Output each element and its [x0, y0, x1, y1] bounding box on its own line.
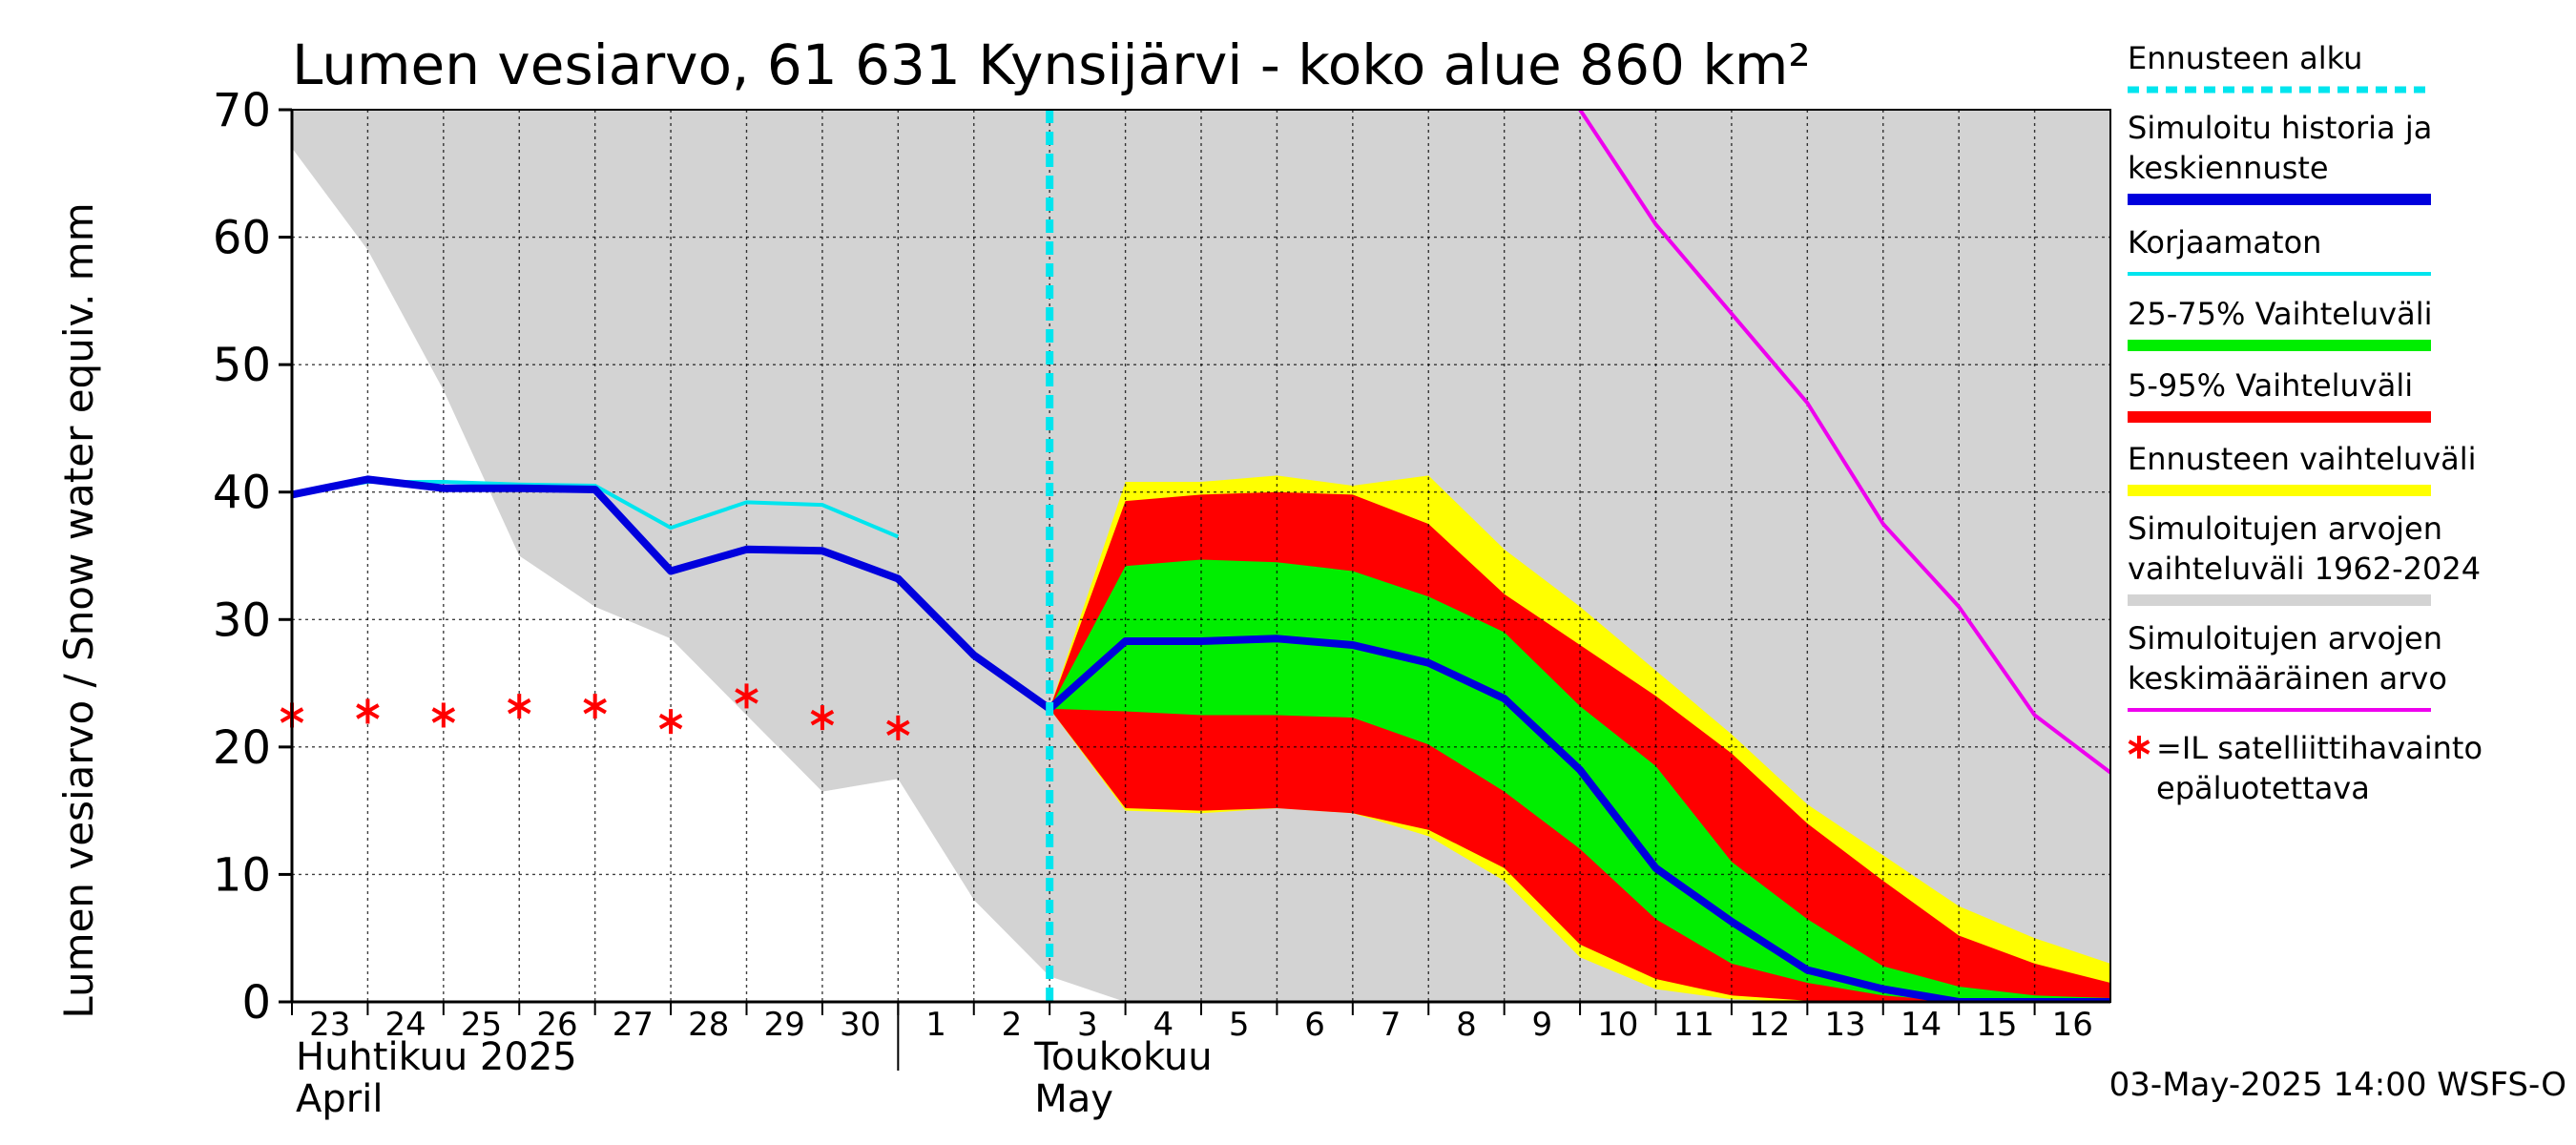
month-label-fi: Huhtikuu 2025 [296, 1035, 577, 1079]
x-tick-label: 9 [1532, 1006, 1553, 1044]
x-tick-label: 1 [925, 1006, 946, 1044]
satellite-point [810, 705, 835, 731]
month-label-en: April [296, 1077, 383, 1121]
y-tick-label: 0 [241, 976, 271, 1030]
legend-star-icon [2128, 736, 2150, 759]
x-tick-label: 30 [840, 1006, 881, 1044]
x-tick-label: 8 [1456, 1006, 1477, 1044]
x-tick-label: 15 [1976, 1006, 2017, 1044]
legend: Ennusteen alku Simuloitu historia ja keski… [2128, 40, 2483, 806]
legend-label: Korjaamaton [2128, 224, 2321, 260]
x-tick-label: 24 [384, 1006, 426, 1044]
x-tick-label: 7 [1381, 1006, 1402, 1044]
y-axis-label: Lumen vesiarvo / Snow water equiv. mm [55, 202, 102, 1018]
satellite-point [431, 702, 456, 728]
y-tick-label: 50 [213, 339, 271, 392]
legend-item-ennusteen-alku: Ennusteen alku [2128, 40, 2431, 94]
satellite-point [583, 694, 607, 719]
legend-item-simuloitujen-arvojen: Simuloitujen arvojen keskimääräinen arvo [2128, 620, 2447, 712]
satellite-point [356, 698, 380, 724]
satellite-point [886, 715, 910, 740]
x-tick-label: 2 [1002, 1006, 1023, 1044]
line-simuloitujen-arvojen-keskim-r-inen-arvo [1578, 110, 2110, 775]
x-tick-label: 27 [613, 1006, 654, 1044]
x-tick-label: 4 [1153, 1006, 1174, 1044]
y-tick-label: 20 [213, 721, 271, 775]
x-tick-label: 11 [1673, 1006, 1714, 1044]
x-tick-label: 23 [309, 1006, 350, 1044]
series-layer [292, 110, 2110, 1002]
legend-label: Simuloitujen arvojen [2128, 620, 2442, 656]
legend-item-il-satelliittihavainto: =IL satelliittihavainto epäluotettava [2128, 730, 2483, 806]
x-tick-label: 10 [1597, 1006, 1638, 1044]
legend-label: Simuloitujen arvojen [2128, 510, 2442, 547]
x-tick-label: 29 [764, 1006, 805, 1044]
month-label-en: May [1034, 1077, 1113, 1121]
satellite-point [735, 683, 758, 709]
x-tick-label: 25 [461, 1006, 502, 1044]
legend-item-simuloitu-historia-ja: Simuloitu historia ja keskiennuste [2128, 110, 2432, 205]
x-tick-label: 6 [1304, 1006, 1325, 1044]
legend-item-ennusteen-vaihteluv-li: Ennusteen vaihteluväli [2128, 441, 2477, 496]
legend-label: 25-75% Vaihteluväli [2128, 296, 2432, 332]
plot-area [280, 110, 2110, 1002]
legend-label: =IL satelliittihavainto [2156, 730, 2483, 766]
x-tick-label: 12 [1749, 1006, 1790, 1044]
legend-item-25-75-vaihteluv-li: 25-75% Vaihteluväli [2128, 296, 2432, 351]
y-tick-label: 10 [213, 848, 271, 902]
x-tick-label: 26 [536, 1006, 577, 1044]
legend-item-5-95-vaihteluv-li: 5-95% Vaihteluväli [2128, 367, 2431, 423]
x-tick-label: 13 [1824, 1006, 1865, 1044]
legend-label: Ennusteen alku [2128, 40, 2362, 76]
chart-title: Lumen vesiarvo, 61 631 Kynsijärvi - koko… [292, 32, 1811, 97]
band-25-75-vaihteluv-li [1049, 559, 2110, 1002]
legend-label: Simuloitu historia ja [2128, 110, 2432, 146]
y-tick-label: 70 [213, 84, 271, 137]
x-tick-label: 14 [1901, 1006, 1942, 1044]
x-tick-label: 3 [1077, 1006, 1098, 1044]
line-simuloitu-historia-ja-keskiennuste [292, 475, 2110, 1002]
legend-label: keskiennuste [2128, 150, 2329, 186]
legend-label: 5-95% Vaihteluväli [2128, 367, 2413, 404]
satellite-point [507, 694, 531, 719]
footer-timestamp: 03-May-2025 14:00 WSFS-O [2109, 1066, 2566, 1104]
y-tick-label: 30 [213, 593, 271, 647]
legend-label: Ennusteen vaihteluväli [2128, 441, 2477, 477]
x-tick-label: 16 [2052, 1006, 2093, 1044]
legend-label: vaihteluväli 1962-2024 [2128, 551, 2481, 587]
legend-item-korjaamaton: Korjaamaton [2128, 224, 2431, 276]
x-tick-label: 28 [688, 1006, 729, 1044]
legend-label: keskimääräinen arvo [2128, 660, 2447, 697]
legend-label: epäluotettava [2156, 770, 2370, 806]
month-label-fi: Toukokuu [1033, 1035, 1212, 1079]
satellite-point [658, 709, 683, 735]
legend-item-simuloitujen-arvojen: Simuloitujen arvojen vaihteluväli 1962-20… [2128, 510, 2481, 606]
y-tick-label: 40 [213, 467, 271, 520]
x-tick-label: 5 [1229, 1006, 1250, 1044]
y-tick-label: 60 [213, 212, 271, 265]
